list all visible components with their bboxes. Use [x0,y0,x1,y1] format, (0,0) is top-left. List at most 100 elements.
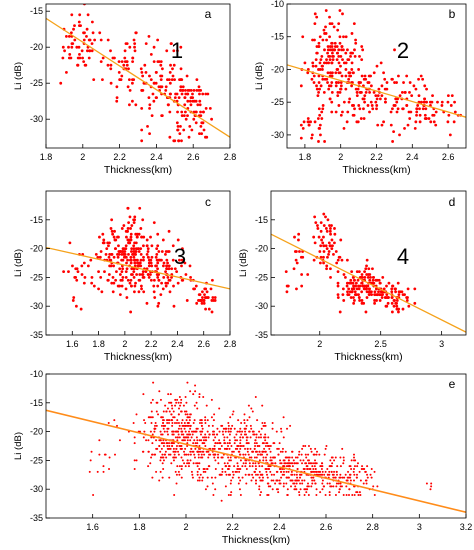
data-point [280,476,283,479]
data-point [364,310,368,314]
data-point [355,476,358,479]
data-point [344,35,348,39]
data-point [190,470,193,473]
data-point [347,58,351,62]
data-point [200,419,203,422]
data-point [63,49,66,53]
data-point [264,450,267,453]
data-point [351,493,354,496]
data-point [229,456,232,459]
data-point [168,81,172,85]
data-point [367,273,370,276]
data-point [132,258,136,262]
data-point [238,470,241,473]
data-point [176,398,179,401]
data-point [296,476,299,479]
data-point [376,485,379,488]
data-point [322,235,325,239]
data-point [312,468,315,471]
data-point [214,459,217,462]
data-point [336,258,340,262]
data-point [90,281,94,285]
data-point [196,462,199,465]
data-point [251,473,254,476]
data-point [265,442,268,445]
data-point [260,473,263,476]
data-point [328,473,331,476]
data-point [133,49,137,53]
data-point [412,84,416,88]
data-point [230,491,233,494]
data-point [361,465,364,468]
data-point [306,120,310,124]
data-point [368,110,371,114]
data-point [239,445,242,447]
data-point [194,284,198,288]
data-point [334,71,338,75]
data-point [358,491,361,494]
data-point [391,284,394,288]
data-point [367,293,371,297]
data-point [284,270,288,274]
data-point [446,120,450,124]
data-point [205,404,208,407]
data-point [210,299,214,302]
data-point [133,261,137,265]
data-point [198,103,202,107]
data-point [175,421,178,424]
data-point [166,276,170,279]
data-point [180,278,184,282]
data-point [236,465,239,468]
data-point [390,287,394,291]
data-point [176,281,180,285]
data-point [200,456,203,459]
data-point [152,81,156,85]
data-point [352,22,356,26]
data-point [223,439,226,442]
data-point [168,290,172,294]
data-point [124,276,128,279]
data-point [347,77,351,81]
data-point [116,424,119,427]
data-point [173,139,177,143]
data-point [208,107,212,110]
data-point [280,462,283,465]
data-point [199,430,202,433]
data-point [415,113,418,117]
data-point [156,244,160,248]
data-point [333,232,337,236]
data-point [298,493,301,496]
data-point [332,252,335,256]
data-point [133,468,136,471]
data-point [166,445,169,447]
data-point [350,468,353,471]
y-tick-label: -20 [30,244,43,254]
data-point [239,468,242,471]
data-point [200,421,203,424]
data-point [141,218,145,222]
data-point [354,38,357,42]
data-point [330,485,333,488]
data-point [243,413,246,416]
data-point [124,244,128,248]
data-point [161,287,165,291]
data-point [69,31,73,35]
data-point [351,71,355,75]
data-point [201,476,204,479]
data-point [330,224,333,227]
data-point [134,247,138,251]
data-point [333,41,337,45]
data-point [114,247,117,251]
data-point [358,284,362,288]
data-point [138,278,142,282]
data-point [149,278,153,282]
data-point [239,453,242,456]
data-point [376,123,380,127]
data-point [140,273,144,276]
data-point [317,81,321,84]
data-point [177,453,180,456]
data-point [188,125,192,128]
data-point [350,32,354,35]
data-point [312,453,315,456]
y-axis-label: Li (dB) [13,249,24,277]
